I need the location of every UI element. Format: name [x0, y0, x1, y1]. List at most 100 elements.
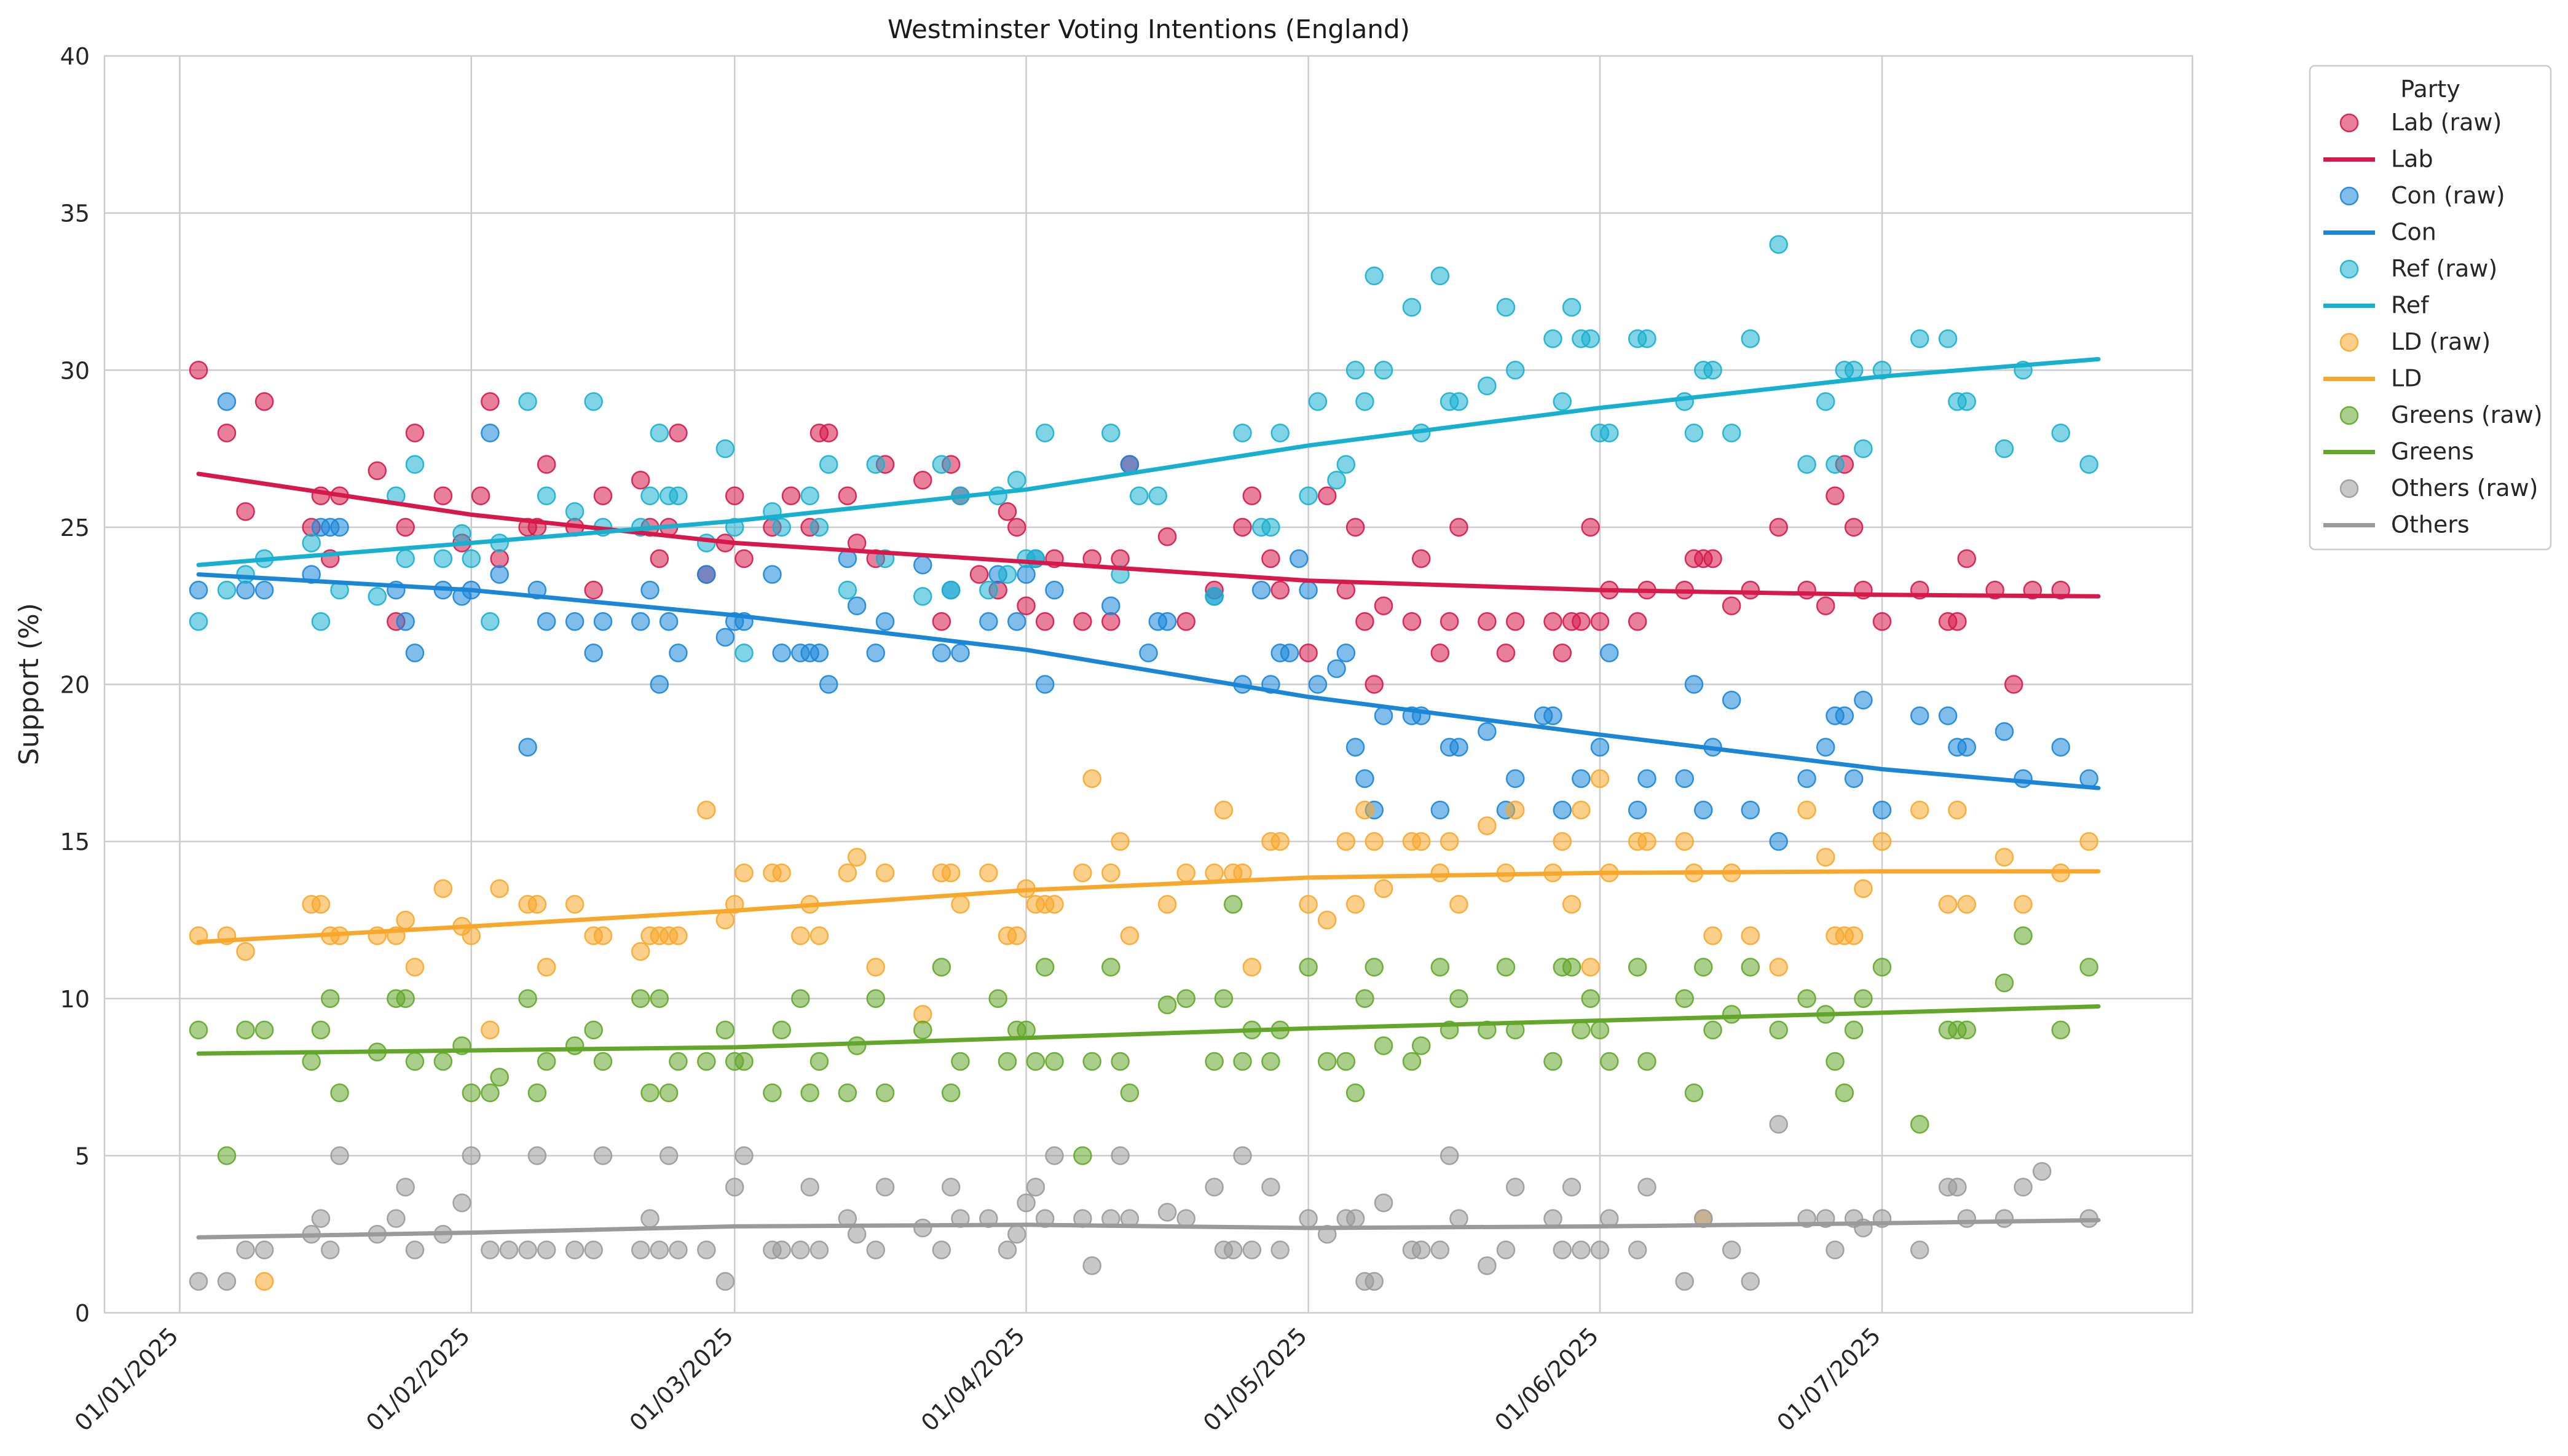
data-point — [1722, 690, 1741, 710]
trend-line-greens — [196, 1004, 2101, 1056]
data-point — [1995, 848, 2014, 867]
data-point — [1675, 1272, 1694, 1291]
data-point — [1543, 1052, 1562, 1071]
data-point — [490, 565, 509, 584]
data-point — [1270, 580, 1290, 600]
data-point — [1628, 612, 1647, 631]
data-point — [1290, 549, 1309, 569]
data-point — [396, 517, 415, 537]
data-point — [217, 423, 237, 443]
data-point — [1365, 958, 1384, 977]
data-point — [1910, 329, 1929, 348]
data-point — [941, 1083, 961, 1103]
data-point — [669, 423, 688, 443]
data-point — [236, 942, 255, 961]
data-point — [396, 612, 415, 631]
data-point — [1308, 675, 1328, 694]
data-point — [1007, 470, 1026, 490]
data-point — [1478, 1256, 1497, 1275]
data-point — [311, 895, 331, 914]
series-points-others — [189, 1115, 2098, 1291]
data-point — [640, 1083, 660, 1103]
data-point — [1844, 926, 1864, 945]
data-point — [1675, 832, 1694, 851]
data-point — [1355, 800, 1374, 820]
data-point — [1741, 329, 1760, 348]
data-point — [1308, 392, 1328, 411]
data-point — [1101, 423, 1121, 443]
data-point — [979, 612, 998, 631]
data-point — [1694, 800, 1713, 820]
legend-marker-ref-raw — [2339, 259, 2359, 279]
data-point — [1412, 832, 1431, 851]
data-point — [1478, 612, 1497, 631]
data-point — [527, 895, 547, 914]
data-point — [1430, 864, 1450, 883]
data-point — [650, 423, 669, 443]
data-point — [2079, 958, 2098, 977]
data-point — [1317, 1052, 1337, 1071]
data-point — [847, 1036, 867, 1055]
y-axis-ticks: 0 5 10 15 20 25 30 35 40 — [60, 43, 90, 1327]
data-point — [979, 580, 998, 600]
data-point — [1299, 486, 1318, 505]
data-point — [1111, 1052, 1130, 1071]
data-point — [565, 895, 585, 914]
data-point — [1637, 769, 1656, 789]
data-point — [1769, 235, 1788, 254]
data-point — [1590, 738, 1610, 757]
data-point — [1722, 423, 1741, 443]
data-point — [405, 643, 425, 663]
data-point — [819, 455, 838, 474]
data-point — [866, 958, 885, 977]
data-point — [1251, 580, 1271, 600]
data-point — [1826, 455, 1845, 474]
data-point — [669, 1240, 688, 1259]
data-point — [1073, 864, 1092, 883]
data-point — [1957, 1209, 1977, 1228]
data-point — [866, 1240, 885, 1259]
data-point — [1769, 517, 1788, 537]
y-tick-label: 10 — [60, 986, 90, 1013]
data-point — [1270, 423, 1290, 443]
data-point — [988, 989, 1007, 1008]
data-point — [330, 1083, 349, 1103]
data-point — [537, 958, 556, 977]
data-point — [254, 1240, 274, 1259]
data-point — [735, 549, 754, 569]
data-point — [254, 1020, 274, 1040]
data-point — [1120, 1083, 1140, 1103]
data-point — [1073, 612, 1092, 631]
data-point — [809, 517, 829, 537]
data-point — [1026, 1052, 1046, 1071]
data-point — [1722, 1240, 1741, 1259]
data-point — [1543, 612, 1562, 631]
y-tick-label: 15 — [60, 828, 90, 856]
data-point — [1684, 423, 1704, 443]
legend-frame — [2309, 65, 2552, 551]
data-point — [1365, 266, 1384, 286]
data-point — [1345, 1209, 1365, 1228]
data-point — [1797, 769, 1816, 789]
data-point — [913, 1218, 932, 1238]
data-point — [1101, 612, 1121, 631]
data-point — [772, 1240, 791, 1259]
data-point — [1506, 769, 1525, 789]
data-point — [368, 587, 387, 606]
data-point — [1374, 596, 1393, 615]
data-point — [1082, 1052, 1101, 1071]
data-point — [1910, 800, 1929, 820]
data-point — [838, 1083, 857, 1103]
legend-title: Party — [2400, 76, 2460, 103]
data-point — [941, 1178, 961, 1197]
data-point — [1741, 800, 1760, 820]
data-point — [1957, 895, 1977, 914]
data-point — [800, 1083, 819, 1103]
data-point — [1741, 958, 1760, 977]
trend-line-others — [196, 1218, 2101, 1240]
data-point — [697, 800, 716, 820]
data-point — [809, 1052, 829, 1071]
data-point — [584, 643, 603, 663]
data-point — [913, 1020, 932, 1040]
